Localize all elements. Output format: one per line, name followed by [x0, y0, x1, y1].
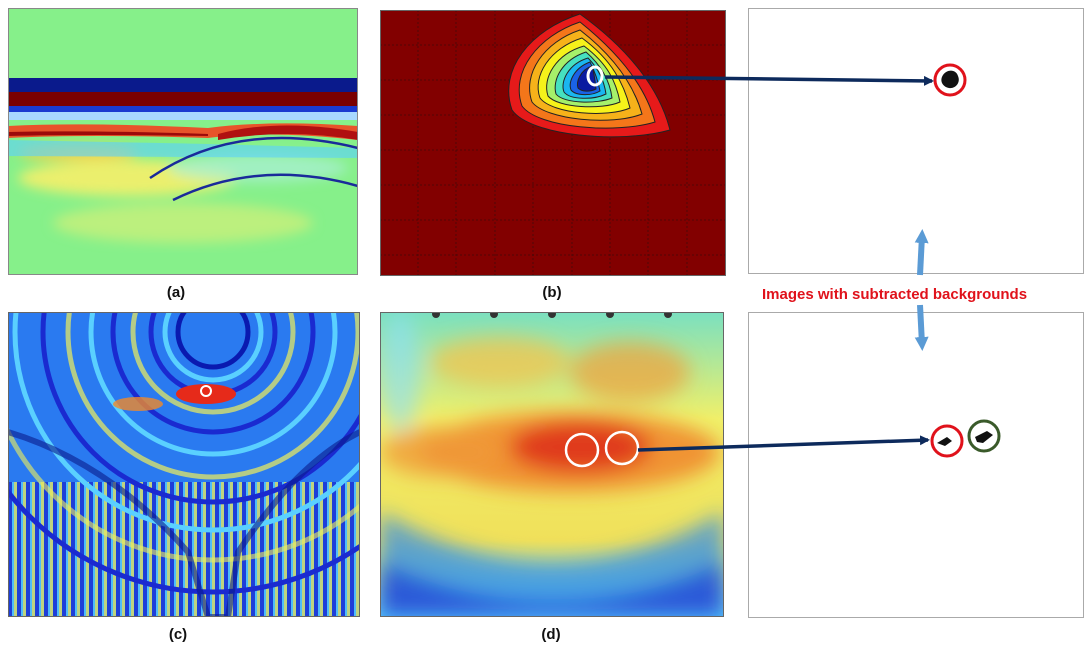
panel-b-image [380, 10, 726, 276]
subtracted-frame-top [748, 8, 1084, 274]
caption-b: (b) [542, 284, 562, 301]
target-circle-bottom [930, 424, 964, 458]
panel-a-svg [8, 8, 358, 275]
subtracted-frame-bottom-svg [930, 419, 1001, 458]
detected-blob-bottom-left [937, 437, 952, 446]
subtracted-frame-bottom [748, 312, 1084, 618]
panel-c-svg [8, 312, 360, 617]
panel-c-image [8, 312, 360, 617]
panel-a-image [8, 8, 358, 275]
panel-d-image [380, 312, 724, 617]
caption-a: (a) [166, 284, 186, 301]
detected-blob-bottom-right [975, 431, 993, 443]
detected-blob-top [941, 70, 959, 89]
annotation-label: Images with subtracted backgrounds [762, 286, 1028, 303]
caption-c: (c) [168, 626, 188, 643]
panel-d-svg [380, 312, 724, 617]
subtracted-frame-top-svg [933, 63, 967, 97]
target-circle-top [933, 63, 967, 97]
panel-b-svg [380, 10, 726, 276]
extra-circle-bottom [967, 419, 1001, 453]
highlight-circle-d-left [564, 432, 600, 468]
caption-d: (d) [541, 626, 561, 643]
highlight-circle-c [200, 385, 212, 397]
highlight-circle-b [586, 65, 604, 87]
